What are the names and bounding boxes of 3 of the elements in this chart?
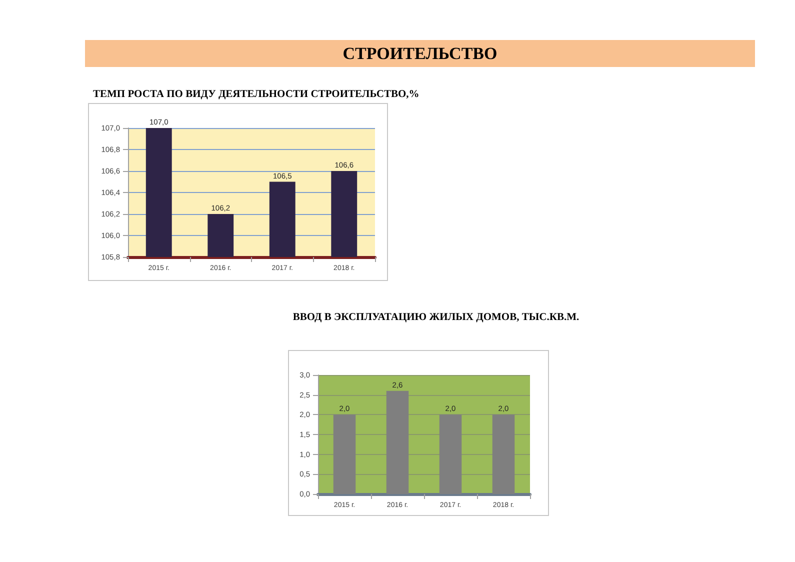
chart-title: ВВОД В ЭКСПЛУАТАЦИЮ ЖИЛЫХ ДОМОВ, ТЫС.КВ.М. <box>292 312 580 323</box>
chart-title: ТЕМП РОСТА ПО ВИДУ ДЕЯТЕЛЬНОСТИ СТРОИТЕЛЬСТВО,% <box>93 89 420 100</box>
text: СТРОИТЕЛЬСТВО <box>85 40 755 67</box>
